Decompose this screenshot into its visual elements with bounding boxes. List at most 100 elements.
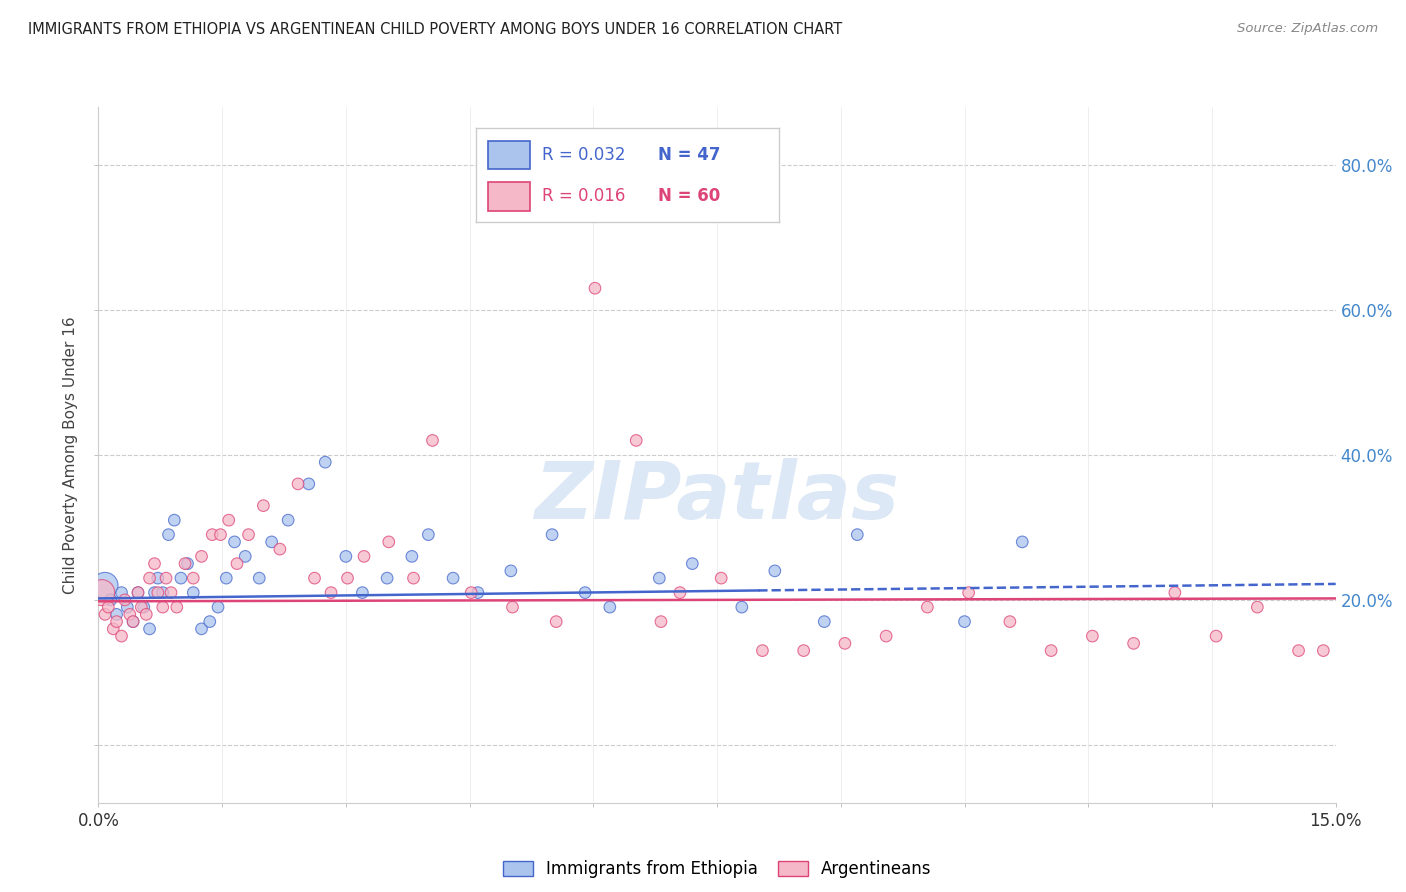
Point (460, 585, 482, 599)
Point (97, 600, 120, 615)
Point (499, 564, 522, 578)
Point (176, 557, 198, 571)
Point (681, 557, 703, 571)
Point (583, 281, 606, 295)
Point (207, 600, 229, 615)
Point (1246, 600, 1268, 615)
Point (143, 557, 166, 571)
Point (626, 434, 648, 448)
Point (160, 585, 183, 599)
Point (252, 499, 274, 513)
Point (155, 571, 177, 585)
Point (336, 571, 359, 585)
Text: IMMIGRANTS FROM ETHIOPIA VS ARGENTINEAN CHILD POVERTY AMONG BOYS UNDER 16 CORREL: IMMIGRANTS FROM ETHIOPIA VS ARGENTINEAN … (28, 22, 842, 37)
Point (181, 571, 204, 585)
Point (146, 571, 169, 585)
Point (813, 615, 835, 629)
Point (1011, 534, 1033, 549)
Point (110, 629, 132, 643)
Point (100, 592, 122, 607)
Point (314, 455, 336, 469)
Point (138, 571, 160, 585)
Point (467, 585, 489, 599)
Point (94, 607, 117, 622)
Point (998, 615, 1021, 629)
Point (233, 549, 256, 564)
Point (1205, 629, 1227, 643)
Point (287, 476, 309, 491)
Point (335, 549, 357, 564)
Point (152, 600, 174, 615)
Point (132, 600, 155, 615)
Point (247, 571, 270, 585)
Point (751, 643, 773, 657)
Point (198, 615, 221, 629)
Point (166, 600, 188, 615)
Point (105, 607, 128, 622)
Point (215, 571, 238, 585)
Point (170, 571, 193, 585)
Point (502, 600, 524, 615)
Point (238, 527, 260, 541)
Point (352, 585, 374, 599)
Point (402, 571, 425, 585)
Point (375, 571, 398, 585)
Point (1122, 636, 1144, 650)
Point (875, 629, 897, 643)
Point (793, 643, 815, 657)
Point (1164, 585, 1187, 599)
Point (218, 513, 240, 527)
Point (138, 622, 160, 636)
Point (422, 434, 444, 448)
Point (541, 527, 564, 541)
Point (122, 615, 145, 629)
Point (181, 585, 204, 599)
Point (957, 585, 980, 599)
Point (731, 600, 754, 615)
Legend: Immigrants from Ethiopia, Argentineans: Immigrants from Ethiopia, Argentineans (496, 854, 938, 885)
Point (122, 615, 145, 629)
Point (277, 513, 299, 527)
Point (546, 615, 568, 629)
Point (669, 585, 692, 599)
Point (224, 534, 246, 549)
Point (174, 557, 197, 571)
Point (90, 585, 112, 599)
Text: N = 47: N = 47 (658, 145, 720, 164)
Point (418, 527, 440, 541)
Point (190, 549, 212, 564)
Point (127, 585, 149, 599)
Point (298, 476, 321, 491)
Point (1040, 643, 1063, 657)
Point (401, 549, 423, 564)
Point (127, 585, 149, 599)
Point (846, 527, 869, 541)
Point (650, 615, 672, 629)
Point (917, 600, 939, 615)
Point (146, 585, 169, 599)
Point (574, 585, 596, 599)
Y-axis label: Child Poverty Among Boys Under 16: Child Poverty Among Boys Under 16 (63, 316, 79, 594)
Bar (488, 182, 530, 211)
Point (260, 534, 283, 549)
Point (152, 585, 174, 599)
Point (131, 600, 153, 615)
Point (94, 578, 117, 592)
Point (110, 585, 132, 599)
Text: R = 0.032: R = 0.032 (543, 145, 626, 164)
Point (378, 534, 401, 549)
Point (1081, 629, 1104, 643)
Point (1288, 643, 1310, 657)
Point (953, 615, 976, 629)
Point (353, 549, 375, 564)
Point (226, 557, 249, 571)
Point (648, 571, 671, 585)
Point (114, 592, 136, 607)
Point (599, 600, 621, 615)
Point (269, 542, 291, 557)
Point (163, 513, 186, 527)
Point (763, 564, 786, 578)
Point (209, 527, 232, 541)
Point (304, 571, 326, 585)
Text: ZIPatlas: ZIPatlas (534, 458, 900, 536)
